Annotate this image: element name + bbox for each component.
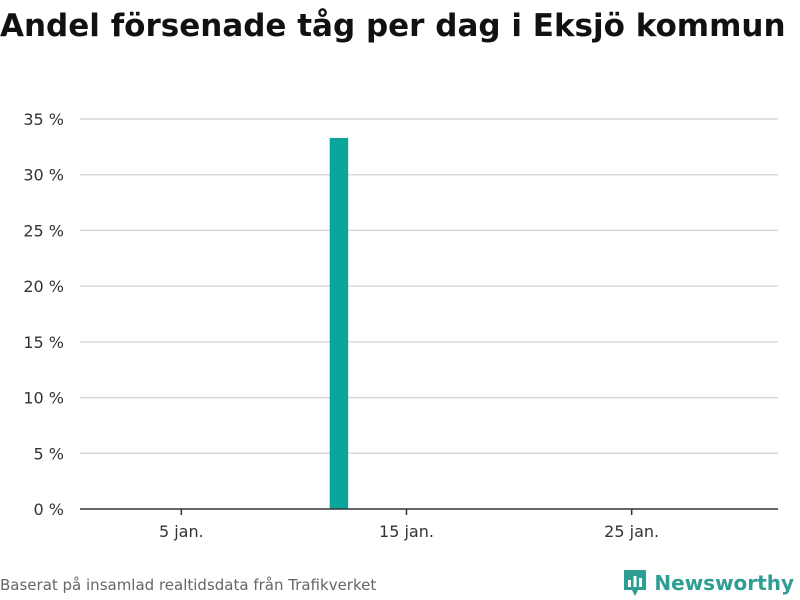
y-tick-label: 5 % <box>34 444 64 463</box>
y-tick-label: 15 % <box>23 333 64 352</box>
y-tick-label: 10 % <box>23 389 64 408</box>
y-tick-label: 35 % <box>23 110 64 129</box>
gridlines <box>80 118 778 455</box>
y-tick-label: 0 % <box>34 500 64 519</box>
x-tick-label: 5 jan. <box>159 522 204 541</box>
source-note: Baserat på insamlad realtidsdata från Tr… <box>0 576 377 594</box>
y-tick-label: 30 % <box>23 166 64 185</box>
bar <box>329 137 349 509</box>
x-tick-label: 25 jan. <box>604 522 659 541</box>
y-axis-ticks: 0 % 5 % 10 % 15 % 20 % 25 % 30 % 35 % <box>23 110 64 519</box>
bars <box>329 137 349 509</box>
y-tick-label: 25 % <box>23 221 64 240</box>
brand-logo[interactable]: Newsworthy <box>622 568 794 598</box>
chart-title: Andel försenade tåg per dag i Eksjö komm… <box>0 8 786 44</box>
brand-name: Newsworthy <box>654 571 794 595</box>
x-tick-label: 15 jan. <box>379 522 434 541</box>
newsworthy-logo-icon <box>624 570 647 596</box>
x-axis-ticks: 5 jan. 15 jan. 25 jan. <box>159 509 659 541</box>
bar-chart: 0 % 5 % 10 % 15 % 20 % 25 % 30 % 35 % 5 jan. 15 … <box>23 110 778 541</box>
y-tick-label: 20 % <box>23 277 64 296</box>
